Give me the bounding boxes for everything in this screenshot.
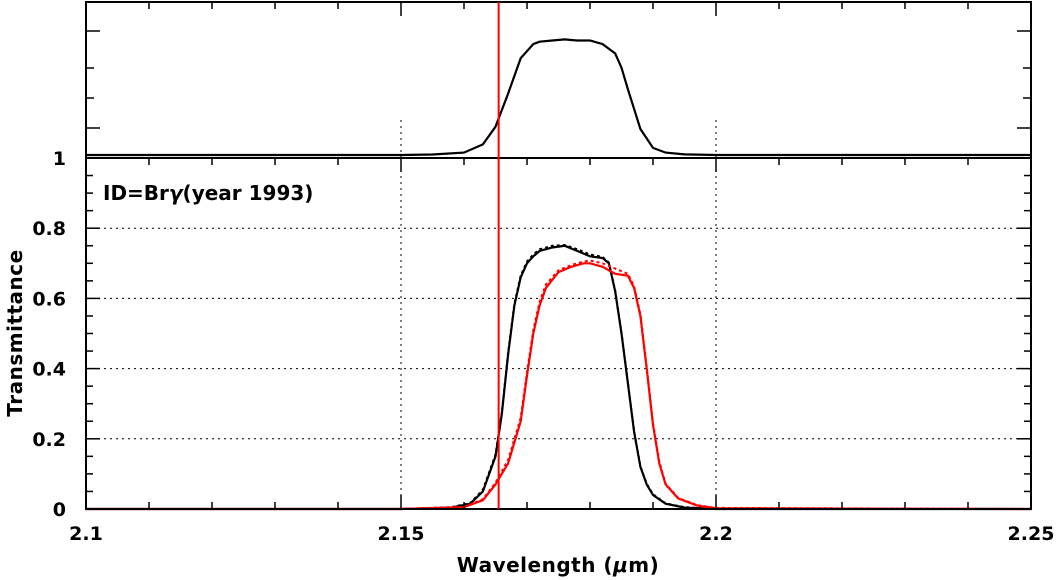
bottom-grid [86,120,1031,509]
bottom-curves [86,243,1032,511]
y-tick-label: 0.4 [32,359,66,381]
mu-symbol: μ [612,553,628,577]
x-tick-labels: 2.1 2.15 2.2 2.25 [69,523,1054,545]
y-tick-label: 0.6 [32,288,66,310]
bottom-panel-frame [85,157,1032,510]
transmittance-curve-2 [86,262,1032,511]
y-tick-label: 1 [53,148,66,170]
bottom-ticks [85,157,1032,510]
filter-id-annotation: ID=Brγ(year 1993) [103,181,313,205]
y-axis-title: Transmittance [3,249,27,416]
top-ticks [85,2,1032,129]
gamma-symbol: γ [169,181,184,205]
y-tick-label: 0 [53,499,66,521]
x-axis-title: Wavelength (μm) [457,553,660,577]
transmittance-curve-1 [86,243,1031,510]
x-tick-label: 2.15 [378,523,425,545]
top-curves [86,38,1031,157]
transmittance-curve-3 [86,259,1032,510]
y-tick-labels: 0 0.2 0.4 0.6 0.8 1 [32,148,66,521]
y-tick-label: 0.8 [32,218,66,240]
y-tick-label: 0.2 [32,429,66,451]
x-tick-label: 2.2 [699,523,733,545]
x-tick-label: 2.25 [1008,523,1055,545]
top-curve-0 [86,38,1031,157]
bottom-panel: 0 0.2 0.4 0.6 0.8 1 2.1 2.15 2.2 2.25 ID=Brγ(yea… [3,120,1054,577]
x-tick-label: 2.1 [69,523,103,545]
